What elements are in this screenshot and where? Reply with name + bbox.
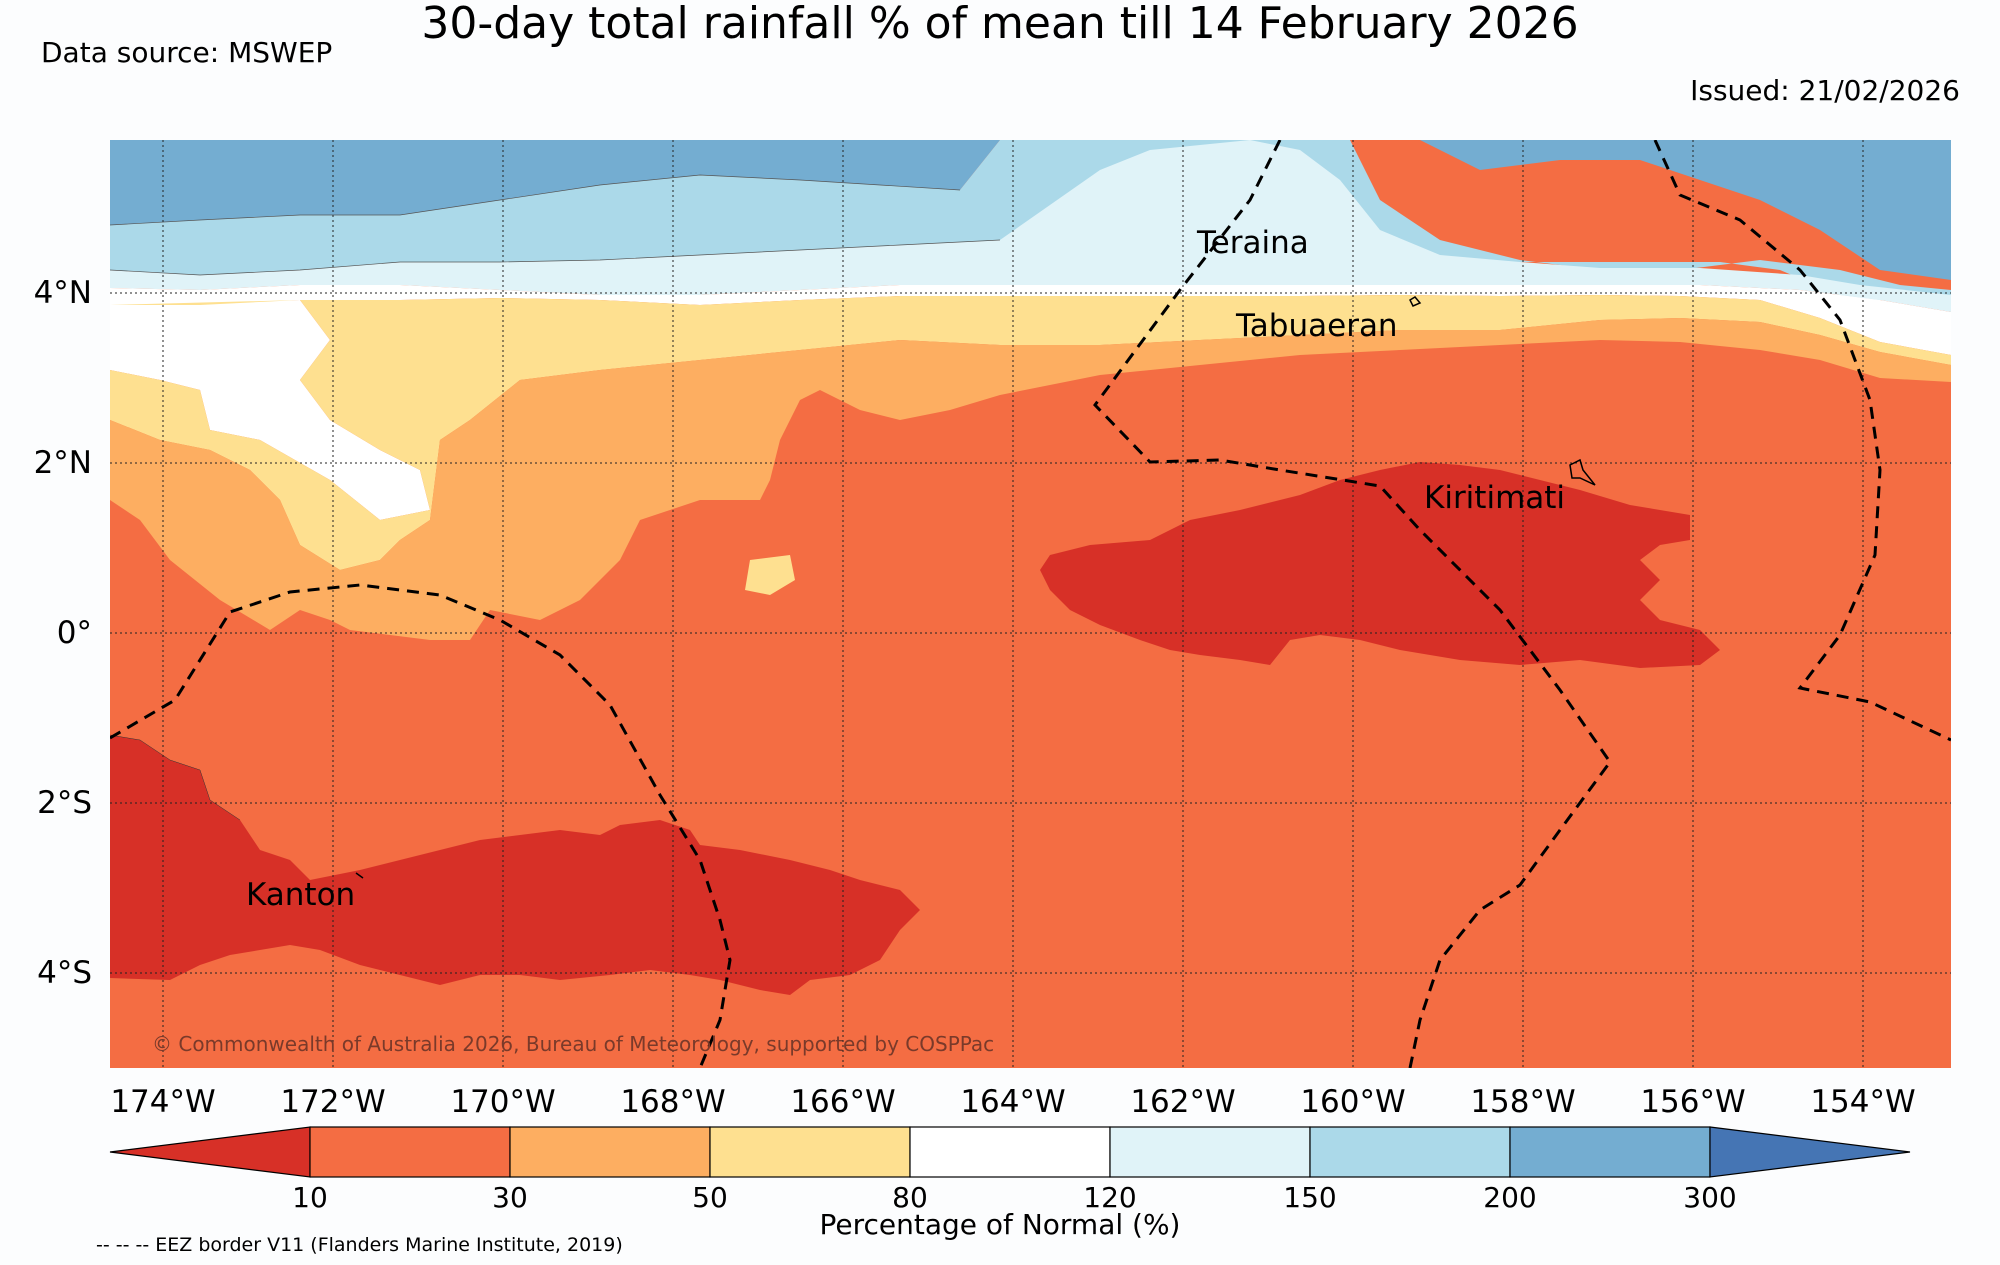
kiritimati-island [1569, 458, 1596, 486]
band-0-10-kiritimati [1040, 462, 1720, 668]
eez-border [110, 140, 1951, 1068]
lon-label: 158°W [1470, 1084, 1575, 1120]
colorbar [109, 1126, 1911, 1178]
lat-label: 4°N [34, 275, 92, 311]
lat-label: 2°N [34, 445, 92, 481]
colorbar-segment [709, 1126, 911, 1178]
band-80-120-tongue [110, 300, 430, 520]
colorbar-ticks: 10 30 50 80 120 150 200 300 [292, 1181, 1737, 1214]
lon-label: 164°W [960, 1084, 1065, 1120]
colorbar-label: Percentage of Normal (%) [819, 1208, 1181, 1241]
band-120-150 [110, 140, 1951, 312]
band-50-80-blob [745, 555, 795, 595]
colorbar-segment [309, 1126, 511, 1178]
colorbar-segment [509, 1126, 711, 1178]
contour-line [110, 174, 961, 226]
issued-date: Issued: 21/02/2026 [1690, 74, 1960, 107]
colorbar-tick: 10 [292, 1181, 328, 1214]
band-30-50 [110, 318, 1951, 640]
eez-legend-note: -- -- -- EEZ border V11 (Flanders Marine… [96, 1234, 623, 1256]
map-title: 30-day total rainfall % of mean till 14 … [421, 0, 1579, 49]
copyright: © Commonwealth of Australia 2026, Bureau… [152, 1032, 994, 1056]
lon-label: 154°W [1810, 1084, 1915, 1120]
colorbar-segment [1509, 1126, 1711, 1178]
place-label-kanton: Kanton [246, 877, 355, 913]
lon-label: 160°W [1300, 1084, 1405, 1120]
colorbar-tick: 80 [892, 1181, 928, 1214]
colorbar-tick: 30 [492, 1181, 528, 1214]
colorbar-segment [909, 1126, 1111, 1178]
lon-label: 170°W [450, 1084, 555, 1120]
colorbar-tick: 300 [1683, 1181, 1736, 1214]
colorbar-segment [1309, 1126, 1511, 1178]
data-source: Data source: MSWEP [41, 36, 333, 69]
place-label-teraina: Teraina [1196, 225, 1309, 261]
lat-label: 4°S [37, 955, 92, 991]
tabuaeran-island [1409, 296, 1422, 307]
kanton-island [355, 872, 364, 879]
colorbar-tick: 200 [1483, 1181, 1536, 1214]
colorbar-tick: 150 [1283, 1181, 1336, 1214]
band-80-120 [110, 285, 1951, 355]
place-label-tabuaeran: Tabuaeran [1235, 308, 1398, 344]
lon-label: 162°W [1130, 1084, 1235, 1120]
lon-label: 174°W [110, 1084, 215, 1120]
lon-label: 172°W [280, 1084, 385, 1120]
lat-label: 0° [57, 615, 92, 651]
band-0-10-kanton [110, 735, 920, 995]
lon-label: 168°W [620, 1084, 725, 1120]
islands [355, 296, 1596, 879]
band-50-80 [110, 295, 1951, 570]
graticule [110, 140, 1951, 1068]
colorbar-tick: 50 [692, 1181, 728, 1214]
band-200-300 [110, 140, 1951, 280]
contour-line [110, 239, 1001, 276]
place-label-kiritimati: Kiritimati [1424, 480, 1565, 516]
colorbar-segment [1709, 1126, 1911, 1178]
lon-label: 156°W [1640, 1084, 1745, 1120]
lon-label: 166°W [790, 1084, 895, 1120]
lat-label: 2°S [37, 785, 92, 821]
colorbar-segment [1109, 1126, 1311, 1178]
colorbar-segment [109, 1126, 311, 1178]
rainfall-field [110, 140, 1951, 1068]
colorbar-tick: 120 [1083, 1181, 1136, 1214]
